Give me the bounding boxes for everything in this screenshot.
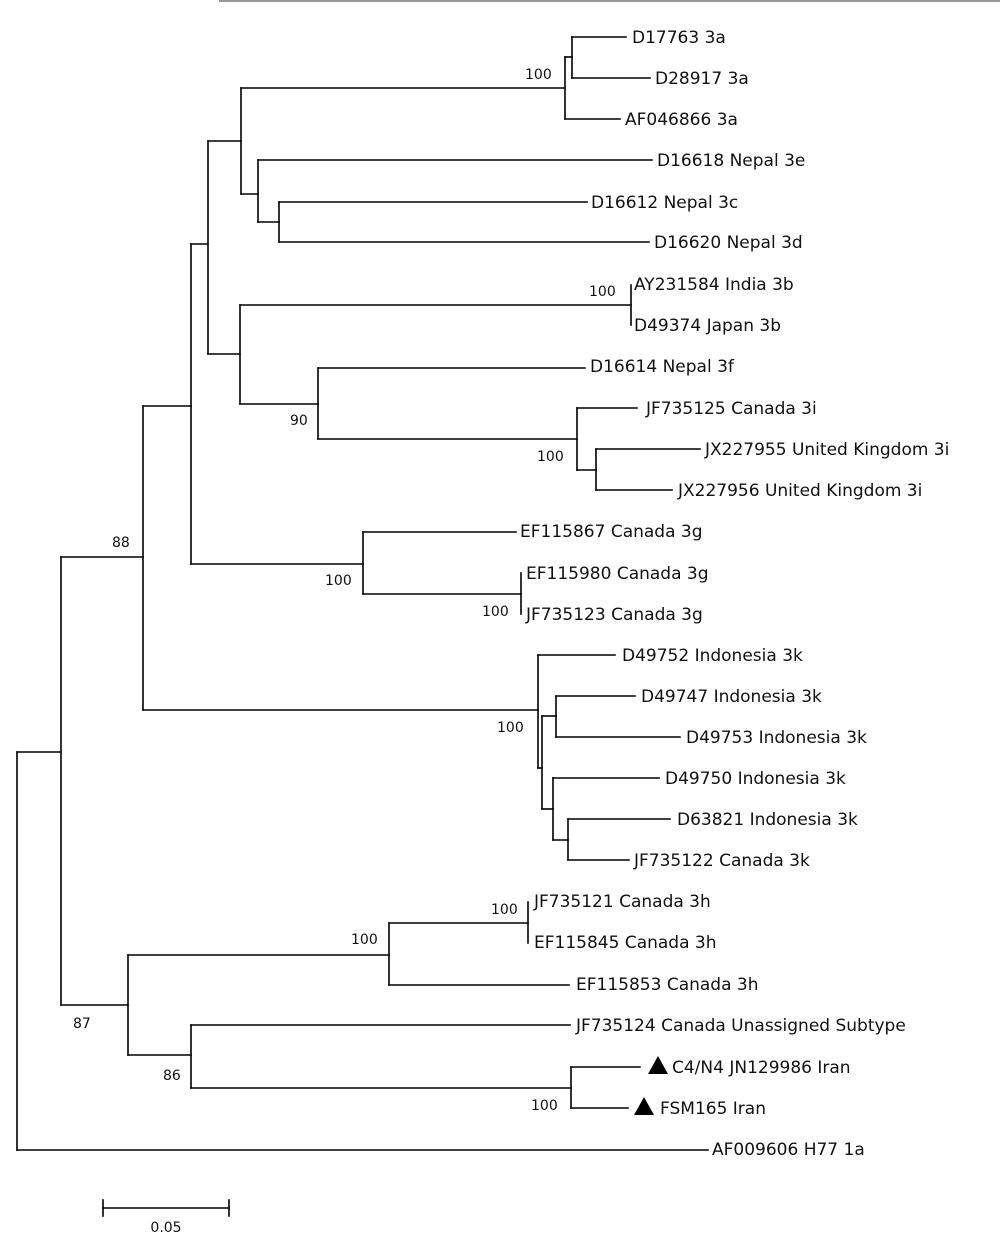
bootstrap-value: 100: [531, 1098, 558, 1114]
leaf-label: JX227956 United Kingdom 3i: [677, 481, 922, 501]
bootstrap-value: 100: [525, 67, 552, 83]
leaf-label: D63821 Indonesia 3k: [677, 810, 858, 830]
leaf-label: JF735123 Canada 3g: [525, 605, 703, 625]
leaf-label: JX227955 United Kingdom 3i: [704, 440, 949, 460]
leaf-label: AF046866 3a: [625, 110, 738, 130]
leaf-label: JF735121 Canada 3h: [533, 892, 711, 912]
leaf-label: JF735125 Canada 3i: [645, 399, 817, 419]
bootstrap-value: 87: [73, 1016, 91, 1032]
triangle-marker-icon: [648, 1056, 668, 1074]
bootstrap-value: 90: [290, 413, 308, 429]
bootstrap-value: 100: [537, 449, 564, 465]
leaf-label: D49374 Japan 3b: [634, 316, 781, 336]
leaf-label: D16620 Nepal 3d: [654, 233, 803, 253]
leaf-label: D17763 3a: [632, 28, 726, 48]
leaf-label: FSM165 Iran: [660, 1099, 766, 1119]
bootstrap-value: 100: [497, 720, 524, 736]
leaf-label: AY231584 India 3b: [634, 275, 794, 295]
leaf-label: JF735122 Canada 3k: [633, 851, 810, 871]
leaf-label: AF009606 H77 1a: [712, 1140, 865, 1160]
leaf-label: EF115853 Canada 3h: [576, 975, 759, 995]
leaf-label: JF735124 Canada Unassigned Subtype: [575, 1016, 906, 1036]
bootstrap-value: 100: [351, 932, 378, 948]
scale-bar-label: 0.05: [150, 1220, 181, 1236]
leaf-label: EF115845 Canada 3h: [534, 933, 717, 953]
leaf-label: D16612 Nepal 3c: [591, 193, 738, 213]
leaf-labels: D17763 3a D28917 3a AF046866 3a D16618 N…: [520, 28, 949, 1160]
bootstrap-value: 100: [589, 284, 616, 300]
triangle-marker-icon: [634, 1097, 654, 1115]
bootstrap-value: 88: [112, 535, 130, 551]
leaf-label: D16618 Nepal 3e: [657, 151, 805, 171]
bootstrap-value: 86: [163, 1068, 181, 1084]
tree-branches: [16, 36, 709, 1151]
leaf-label: D49752 Indonesia 3k: [622, 646, 803, 666]
leaf-label: D49753 Indonesia 3k: [686, 728, 867, 748]
leaf-label: C4/N4 JN129986 Iran: [672, 1058, 851, 1078]
leaf-label: EF115980 Canada 3g: [526, 564, 709, 584]
leaf-label: D28917 3a: [655, 69, 749, 89]
bootstrap-values: 100 100 90 100 88 100 100 100 100 100 87…: [73, 67, 616, 1114]
leaf-label: D49747 Indonesia 3k: [641, 687, 822, 707]
bootstrap-value: 100: [482, 604, 509, 620]
leaf-label: D16614 Nepal 3f: [590, 357, 735, 377]
scale-bar: 0.05: [102, 1199, 230, 1236]
leaf-label: EF115867 Canada 3g: [520, 522, 703, 542]
leaf-label: D49750 Indonesia 3k: [665, 769, 846, 789]
bootstrap-value: 100: [325, 573, 352, 589]
bootstrap-value: 100: [491, 902, 518, 918]
